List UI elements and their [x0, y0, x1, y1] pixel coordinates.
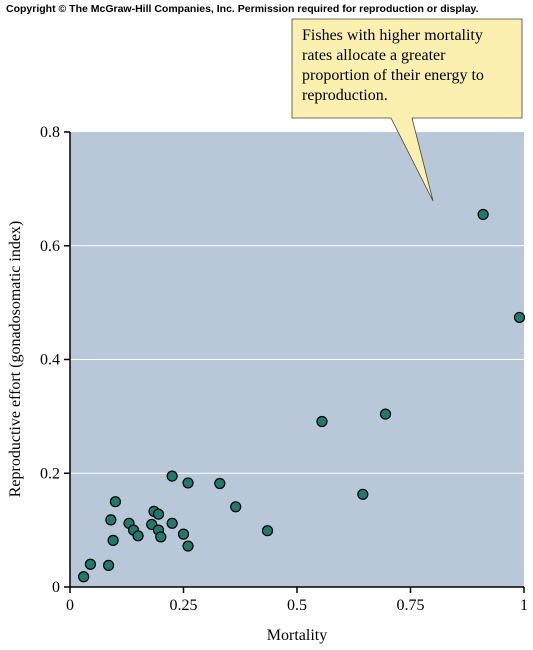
data-point-8 — [132, 530, 144, 542]
data-point-25 — [477, 208, 489, 221]
data-points — [78, 208, 526, 583]
y-tick-label-4: 0.8 — [40, 124, 60, 141]
data-point-22 — [316, 415, 328, 428]
data-point-14 — [166, 517, 178, 529]
callout: Fishes with higher mortality rates alloca… — [291, 18, 523, 202]
data-point-23 — [357, 488, 369, 500]
data-point-5 — [109, 496, 122, 508]
data-point-20 — [230, 501, 242, 513]
y-axis-label: Reproductive effort (gonadosomatic index… — [7, 221, 24, 498]
data-point-4 — [107, 534, 119, 546]
data-point-18 — [182, 540, 194, 552]
gridlines — [70, 245, 524, 474]
data-point-0 — [78, 571, 90, 583]
y-tick-label-1: 0.2 — [40, 465, 60, 482]
data-point-21 — [261, 525, 274, 537]
y-tick-label-3: 0.6 — [40, 238, 60, 255]
x-axis-label: Mortality — [267, 627, 327, 644]
data-point-13 — [155, 531, 167, 543]
callout-line-0: Fishes with higher mortality — [302, 27, 483, 44]
copyright-notice: Copyright © The McGraw-Hill Companies, I… — [6, 3, 479, 15]
data-point-16 — [177, 528, 190, 540]
data-point-3 — [105, 514, 117, 526]
x-tick-label-0: 0 — [66, 597, 74, 614]
x-tick-label-1: 0.25 — [170, 597, 198, 614]
data-point-19 — [214, 477, 226, 490]
data-point-24 — [379, 408, 392, 420]
x-axis-ticks: 0 0.25 0.5 0.75 1 — [66, 587, 528, 614]
data-point-1 — [84, 558, 97, 570]
callout-bubble — [291, 18, 523, 202]
y-tick-label-2: 0.4 — [40, 352, 60, 369]
data-point-15 — [166, 470, 178, 482]
callout-line-2: proportion of their energy to — [302, 67, 484, 84]
data-point-2 — [102, 559, 115, 571]
x-tick-label-3: 0.75 — [397, 597, 425, 614]
y-tick-label-0: 0 — [52, 579, 60, 596]
callout-line-1: rates allocate a greater — [302, 47, 446, 64]
callout-line-3: reproduction. — [302, 87, 388, 104]
data-point-26 — [513, 311, 526, 324]
x-tick-label-4: 1 — [520, 597, 528, 614]
x-tick-label-2: 0.5 — [287, 597, 307, 614]
data-point-12 — [152, 508, 165, 520]
callout-text: Fishes with higher mortality rates alloca… — [302, 27, 484, 104]
data-point-17 — [182, 477, 194, 489]
y-axis-ticks: 0 0.2 0.4 0.6 0.8 — [40, 124, 70, 596]
